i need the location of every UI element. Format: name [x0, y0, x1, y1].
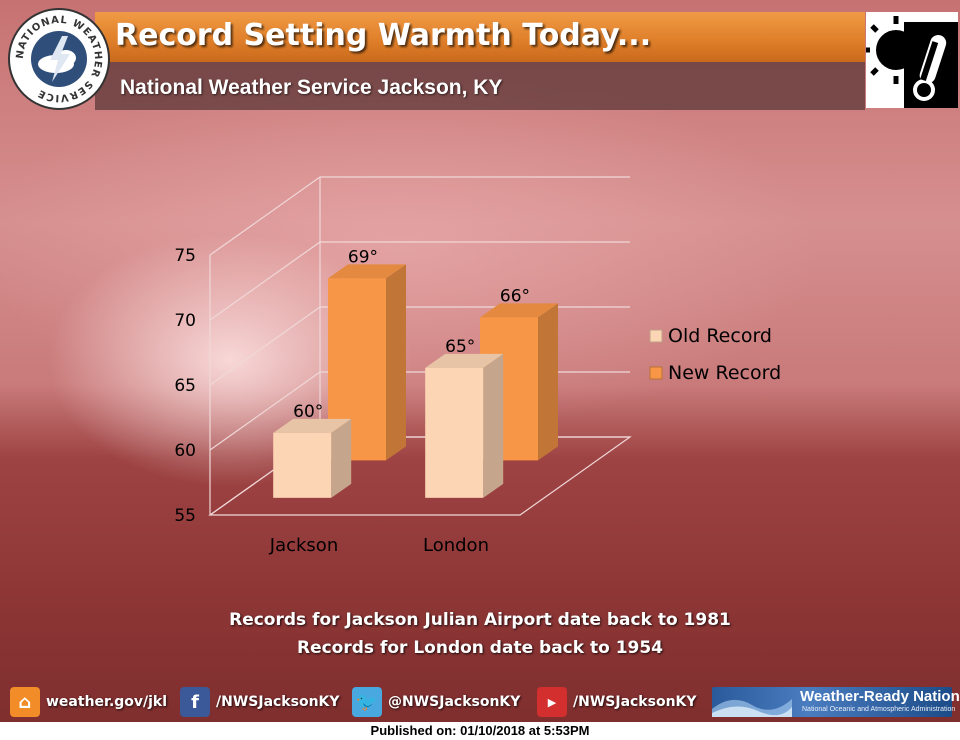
page-title: Record Setting Warmth Today... [115, 18, 652, 53]
y-tick-label: 55 [174, 506, 196, 526]
nws-logo-icon: NATIONAL WEATHER SERVICE [8, 8, 110, 110]
y-tick-label: 70 [174, 311, 196, 331]
twitter-link[interactable]: 🐦 @NWSJacksonKY [352, 686, 520, 718]
bar-side [483, 353, 504, 498]
gridline-left-wall [209, 241, 321, 321]
bar-front [273, 432, 332, 498]
gridline-left-wall [209, 306, 321, 386]
wrn-wave-icon [712, 699, 792, 717]
bar-side [386, 264, 406, 461]
data-label: 65° [445, 337, 475, 357]
chart-floor [208, 436, 632, 516]
wrn-subtitle: National Oceanic and Atmospheric Adminis… [802, 706, 956, 713]
bar-side [538, 303, 558, 461]
facebook-link[interactable]: f /NWSJacksonKY [180, 686, 340, 718]
legend-swatch [649, 366, 663, 380]
bar-old-record-london [425, 353, 504, 498]
title-bar [95, 12, 865, 62]
bar-chart: 55 60 65 70 75 69° 66° 60° 65° Jackson London Old … [174, 176, 781, 556]
home-icon: ⌂ [10, 687, 40, 717]
bar-top [273, 418, 352, 433]
data-label: 69° [348, 247, 378, 267]
website-link[interactable]: ⌂ weather.gov/jkl [10, 686, 167, 718]
published-timestamp: Published on: 01/10/2018 at 5:53PM [0, 722, 960, 740]
bar-old-record-jackson [273, 418, 352, 498]
youtube-link[interactable]: ▶ /NWSJacksonKY [537, 686, 697, 718]
x-category-label: Jackson [269, 535, 338, 556]
legend-label: New Record [668, 362, 781, 384]
gridline-left-wall [209, 371, 321, 451]
facebook-icon: f [180, 687, 210, 717]
note-jackson-period: Records for Jackson Julian Airport date … [229, 610, 731, 630]
data-label: 66° [500, 286, 530, 306]
gridline-left-wall [209, 176, 321, 256]
y-tick-label: 75 [174, 246, 196, 266]
youtube-icon: ▶ [537, 687, 567, 717]
wrn-name: Weather-Ready Nation [800, 688, 960, 705]
website-link-text: weather.gov/jkl [46, 694, 168, 710]
x-category-label: London [423, 535, 489, 556]
y-tick-label: 60 [174, 441, 196, 461]
twitter-icon: 🐦 [352, 687, 382, 717]
bar-side [331, 418, 352, 498]
facebook-link-text: /NWSJacksonKY [216, 694, 340, 710]
legend-label: Old Record [668, 325, 772, 347]
bar-top [425, 353, 504, 368]
bar-front [425, 367, 484, 498]
weather-ready-nation-logo: Weather-Ready Nation National Oceanic an… [712, 687, 960, 717]
twitter-link-text: @NWSJacksonKY [388, 694, 521, 710]
note-london-period: Records for London date back to 1954 [296, 638, 664, 658]
subtitle-bar [95, 62, 865, 110]
page-subtitle: National Weather Service Jackson, KY [120, 76, 503, 99]
bar-top [480, 303, 558, 318]
legend-swatch [649, 329, 663, 343]
data-label: 60° [293, 402, 323, 422]
y-tick-label: 65 [174, 376, 196, 396]
youtube-link-text: /NWSJacksonKY [573, 694, 697, 710]
bar-top [328, 264, 406, 279]
sun-thermometer-icon [866, 12, 958, 108]
